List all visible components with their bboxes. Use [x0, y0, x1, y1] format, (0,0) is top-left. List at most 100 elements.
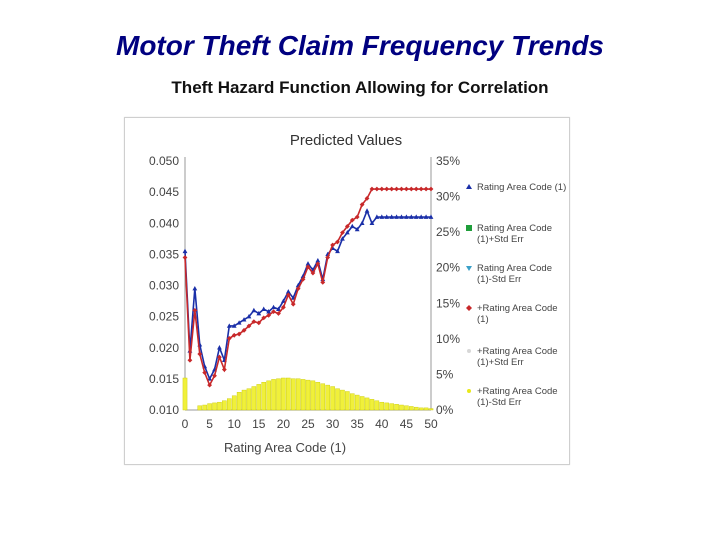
point [369, 220, 375, 226]
y-tick-label-right: 15% [436, 296, 460, 310]
point [182, 255, 188, 260]
point [379, 214, 385, 219]
x-tick-label: 25 [301, 417, 315, 431]
x-tick-label: 15 [252, 417, 266, 431]
point [359, 202, 365, 207]
legend-label: Rating Area Code [477, 263, 552, 274]
point [290, 301, 296, 307]
point [428, 186, 434, 192]
point [276, 311, 281, 316]
chart-title: Predicted Values [290, 132, 402, 149]
bar [222, 400, 227, 411]
y-tick-label-left: 0.015 [149, 372, 179, 386]
point [413, 214, 419, 219]
bar [212, 402, 217, 411]
y-tick-label-right: 30% [436, 190, 460, 204]
point [413, 186, 419, 192]
bar [207, 403, 212, 411]
legend-label: (1)+Std Err [477, 357, 524, 368]
legend: Rating Area Code (1)Rating Area Code(1)+… [466, 182, 566, 408]
point [295, 286, 301, 292]
point [310, 270, 316, 276]
legend-label: +Rating Area Code [477, 303, 558, 314]
bar [227, 398, 232, 411]
bar [310, 380, 316, 411]
point [325, 255, 331, 260]
point [349, 223, 355, 229]
point [374, 214, 380, 219]
point [404, 186, 409, 192]
x-tick-label: 20 [277, 417, 291, 431]
y-tick-label-left: 0.030 [149, 279, 179, 293]
bar [276, 378, 281, 411]
point [207, 376, 212, 381]
y-tick-label-left: 0.045 [149, 185, 179, 199]
legend-label: (1) [477, 314, 489, 325]
bar [271, 379, 276, 411]
bar [315, 382, 321, 411]
bar [345, 391, 350, 411]
point [335, 239, 340, 245]
bar [330, 386, 335, 411]
point [418, 186, 424, 192]
legend-marker [467, 349, 471, 353]
point [202, 370, 208, 376]
point [354, 214, 360, 220]
bar [182, 377, 188, 411]
bar [413, 406, 419, 411]
bar [300, 379, 306, 411]
point [207, 382, 212, 388]
bar [374, 400, 380, 411]
bar [197, 405, 203, 411]
legend-marker [466, 305, 472, 311]
point [305, 261, 311, 266]
bar [290, 378, 296, 411]
x-tick-label: 30 [326, 417, 340, 431]
point [285, 289, 291, 294]
y-tick-label-left: 0.050 [149, 154, 179, 168]
point [261, 315, 267, 321]
point [217, 345, 222, 350]
slide-title: Motor Theft Claim Frequency Trends [116, 30, 604, 61]
point [340, 236, 345, 241]
legend-label: (1)-Std Err [477, 397, 521, 408]
bar [236, 392, 242, 411]
bar [246, 388, 252, 411]
bar [418, 407, 424, 411]
x-axis-label: Rating Area Code (1) [224, 440, 346, 455]
point [261, 306, 267, 311]
point [192, 308, 198, 313]
legend-marker [466, 266, 472, 271]
series-line [184, 208, 431, 381]
point [300, 276, 306, 282]
point [256, 310, 262, 316]
point [315, 258, 321, 263]
bar [295, 378, 301, 411]
legend-label: (1)+Std Err [477, 234, 524, 245]
legend-label: (1)-Std Err [477, 274, 521, 285]
bar [261, 382, 266, 411]
y-tick-label-right: 5% [436, 367, 454, 381]
point [344, 229, 350, 235]
y-tick-label-right: 0% [436, 403, 454, 417]
bar [359, 396, 365, 411]
bar [399, 404, 404, 411]
bar [389, 403, 394, 411]
point [399, 186, 404, 192]
point [364, 208, 370, 213]
y-tick-label-right: 35% [436, 154, 460, 168]
point [246, 323, 252, 329]
point [404, 214, 409, 219]
bar [404, 405, 409, 411]
point [389, 186, 395, 192]
bar [202, 404, 207, 411]
point [418, 214, 424, 219]
legend-marker [466, 225, 472, 231]
point [320, 279, 326, 285]
point [399, 214, 404, 219]
point [340, 230, 345, 235]
bar [340, 389, 345, 411]
bar [305, 379, 311, 411]
point [226, 336, 232, 341]
point [271, 309, 276, 315]
